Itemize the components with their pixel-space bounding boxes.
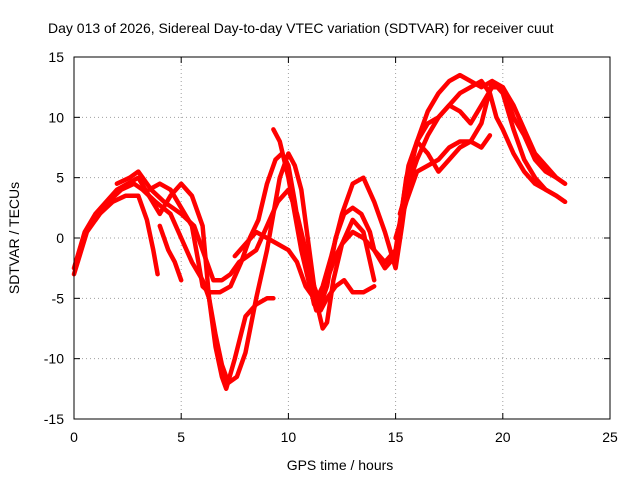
- x-tick-label: 5: [177, 429, 185, 445]
- series-track-6: [157, 223, 184, 283]
- y-tick-label: 15: [48, 49, 64, 65]
- chart-title: Day 013 of 2026, Sidereal Day-to-day VTE…: [48, 20, 554, 36]
- y-tick-label: -15: [44, 411, 64, 427]
- series-layer: [71, 72, 568, 392]
- y-axis-label: SDTVAR / TECUs: [6, 182, 22, 294]
- series-track-3: [93, 151, 377, 386]
- axis-ticks: 0 5 10 15 20 25 -15 -10 -5 0 5 10 15: [44, 49, 618, 445]
- series-track-2: [71, 193, 160, 277]
- y-tick-label: 0: [56, 230, 64, 246]
- x-tick-label: 25: [602, 429, 618, 445]
- x-tick-label: 20: [495, 429, 511, 445]
- y-tick-label: -5: [52, 290, 65, 306]
- x-tick-label: 0: [70, 429, 78, 445]
- series-track-10: [397, 84, 568, 217]
- x-tick-label: 15: [388, 429, 404, 445]
- x-axis-label: GPS time / hours: [287, 457, 394, 473]
- y-tick-label: 10: [48, 109, 64, 125]
- y-tick-label: 5: [56, 170, 64, 186]
- x-tick-label: 10: [281, 429, 297, 445]
- series-track-5: [146, 78, 568, 307]
- y-tick-label: -10: [44, 351, 64, 367]
- series-track-9: [393, 133, 493, 241]
